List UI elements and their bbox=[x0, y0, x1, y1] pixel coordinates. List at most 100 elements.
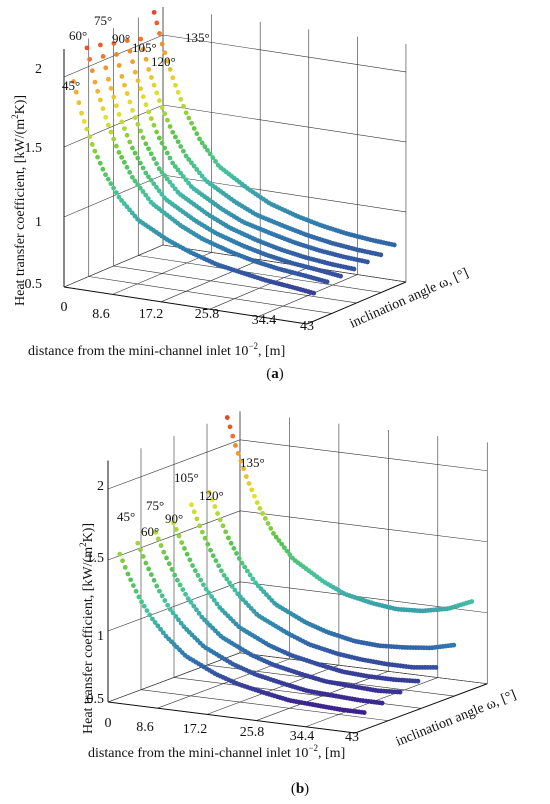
data-point bbox=[170, 160, 176, 166]
data-point bbox=[177, 582, 183, 588]
data-point bbox=[132, 213, 138, 219]
data-point bbox=[338, 273, 343, 279]
data-point bbox=[260, 511, 266, 516]
data-point bbox=[97, 160, 103, 166]
data-point bbox=[176, 533, 182, 539]
data-point bbox=[379, 700, 385, 706]
data-point bbox=[162, 111, 168, 117]
data-point bbox=[234, 550, 239, 556]
data-point bbox=[119, 119, 125, 125]
data-point bbox=[206, 590, 212, 596]
data-point bbox=[116, 112, 122, 117]
data-point bbox=[186, 180, 192, 186]
data-point bbox=[223, 529, 229, 535]
data-point bbox=[140, 554, 146, 559]
data-point bbox=[183, 110, 189, 116]
data-point bbox=[175, 167, 181, 173]
data-point bbox=[175, 139, 181, 145]
series-label: 90° bbox=[165, 511, 183, 526]
data-point bbox=[249, 487, 255, 493]
data-point bbox=[378, 252, 384, 258]
data-point bbox=[103, 114, 109, 120]
data-point bbox=[130, 59, 136, 65]
series-1 bbox=[84, 45, 330, 285]
z-axis-label: inclination angle ω, [°] bbox=[394, 688, 519, 750]
data-point bbox=[76, 100, 82, 106]
data-point bbox=[124, 132, 130, 138]
data-point bbox=[232, 587, 238, 593]
data-point bbox=[103, 172, 108, 178]
data-point bbox=[243, 474, 249, 479]
series-label: 90° bbox=[112, 31, 130, 46]
data-point bbox=[159, 169, 165, 175]
data-point bbox=[190, 563, 195, 568]
data-point bbox=[119, 154, 125, 160]
data-point bbox=[151, 577, 157, 583]
data-point bbox=[210, 553, 216, 559]
x-axis-label: distance from the mini-channel inlet 10−… bbox=[28, 341, 285, 359]
series-3 bbox=[171, 520, 421, 684]
y-tick-label: 1.5 bbox=[25, 141, 43, 156]
data-point bbox=[140, 189, 146, 194]
series-label: 75° bbox=[94, 13, 112, 28]
data-point bbox=[262, 516, 268, 521]
data-point bbox=[127, 99, 133, 105]
data-point bbox=[164, 555, 169, 561]
series-label: 120° bbox=[151, 54, 176, 69]
data-point bbox=[130, 145, 135, 151]
data-point bbox=[213, 558, 219, 564]
data-point bbox=[217, 517, 223, 523]
data-point bbox=[273, 534, 279, 540]
data-point bbox=[208, 547, 213, 553]
series-label: 105° bbox=[174, 470, 199, 485]
data-point bbox=[220, 523, 226, 529]
data-point bbox=[120, 558, 125, 564]
data-point bbox=[199, 140, 205, 146]
data-point bbox=[178, 620, 184, 626]
data-point bbox=[148, 75, 154, 80]
data-point bbox=[159, 593, 165, 599]
data-point bbox=[148, 177, 154, 183]
data-point bbox=[202, 144, 208, 150]
data-point bbox=[116, 149, 122, 155]
data-point bbox=[194, 167, 200, 172]
data-point bbox=[122, 564, 128, 570]
data-point bbox=[138, 36, 144, 42]
data-point bbox=[162, 173, 167, 178]
data-point bbox=[178, 170, 184, 176]
data-point bbox=[146, 146, 151, 152]
data-point bbox=[276, 538, 282, 544]
data-point bbox=[97, 97, 103, 103]
data-point bbox=[170, 75, 176, 81]
data-point bbox=[351, 266, 357, 272]
data-point bbox=[89, 68, 95, 74]
data-point bbox=[95, 88, 101, 94]
data-point bbox=[199, 173, 205, 179]
series-4 bbox=[124, 38, 370, 265]
data-point bbox=[125, 571, 131, 577]
data-point bbox=[162, 598, 168, 603]
data-point bbox=[183, 177, 189, 183]
back-wall-grid-line bbox=[239, 439, 488, 472]
data-point bbox=[184, 551, 190, 557]
data-point bbox=[257, 506, 263, 511]
data-point bbox=[391, 242, 397, 248]
x-tick-label: 8.6 bbox=[92, 307, 110, 322]
data-point bbox=[121, 201, 127, 206]
data-point bbox=[178, 96, 184, 102]
data-point bbox=[84, 45, 90, 51]
data-point bbox=[100, 54, 106, 59]
data-point bbox=[254, 500, 260, 505]
data-point bbox=[433, 665, 439, 670]
data-point bbox=[156, 135, 162, 141]
data-point bbox=[122, 126, 127, 132]
data-point bbox=[158, 543, 164, 548]
data-point bbox=[71, 79, 76, 84]
data-point bbox=[148, 572, 154, 578]
data-point bbox=[174, 577, 180, 583]
data-point bbox=[137, 185, 143, 191]
data-point bbox=[87, 134, 92, 140]
data-point bbox=[469, 599, 475, 604]
series-1 bbox=[135, 540, 385, 706]
